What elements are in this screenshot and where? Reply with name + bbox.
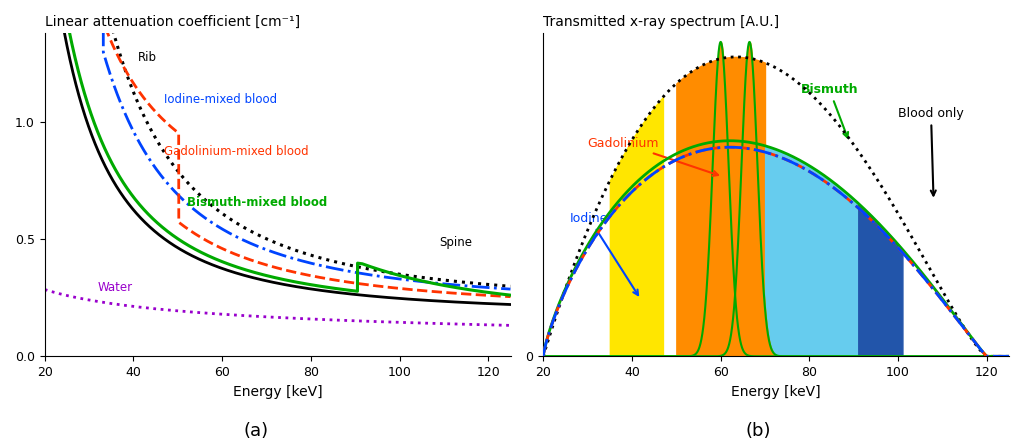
Text: Water: Water <box>98 281 133 294</box>
X-axis label: Energy [keV]: Energy [keV] <box>232 385 323 399</box>
Text: Rib: Rib <box>138 51 157 64</box>
Text: Spine: Spine <box>439 236 472 249</box>
Text: Transmitted x-ray spectrum [A.U.]: Transmitted x-ray spectrum [A.U.] <box>543 15 779 29</box>
Text: Blood only: Blood only <box>898 107 964 195</box>
Text: (a): (a) <box>244 422 268 440</box>
Text: (b): (b) <box>745 422 770 440</box>
Text: Iodine: Iodine <box>569 212 638 295</box>
X-axis label: Energy [keV]: Energy [keV] <box>731 385 821 399</box>
Text: Iodine-mixed blood: Iodine-mixed blood <box>165 93 278 106</box>
Text: Gadolinium-mixed blood: Gadolinium-mixed blood <box>165 145 309 158</box>
Text: Gadolinium: Gadolinium <box>588 137 718 176</box>
Text: Bismuth: Bismuth <box>801 83 858 137</box>
Text: Linear attenuation coefficient [cm⁻¹]: Linear attenuation coefficient [cm⁻¹] <box>45 15 300 29</box>
Text: Bismuth-mixed blood: Bismuth-mixed blood <box>186 196 327 209</box>
